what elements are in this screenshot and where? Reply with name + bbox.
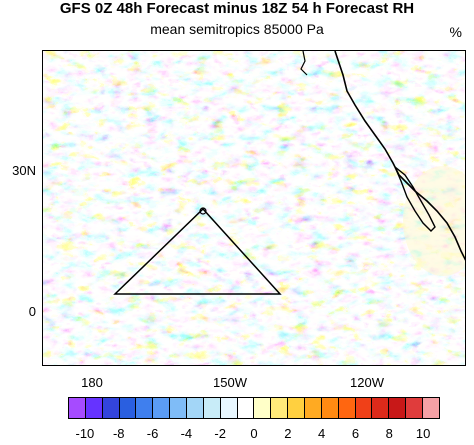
colorbar-box xyxy=(69,398,86,418)
colorbar-tick-label: 2 xyxy=(284,426,292,441)
colorbar-box xyxy=(102,398,120,418)
rh-difference-field xyxy=(43,51,465,365)
colorbar-tick-label: -4 xyxy=(180,426,193,441)
colorbar-box xyxy=(338,398,356,418)
colorbar-box xyxy=(220,398,238,418)
colorbar-box xyxy=(203,398,221,418)
colorbar-tick-label: -10 xyxy=(75,426,95,441)
units-label: % xyxy=(449,24,462,40)
colorbar-box xyxy=(153,398,171,418)
colorbar-tick-label: 8 xyxy=(385,426,393,441)
island xyxy=(199,207,207,215)
plot-subtitle: mean semitropics 85000 Pa xyxy=(150,21,324,37)
colorbar-labels: -10 -8 -6 -4 -2 0 2 4 6 8 10 xyxy=(0,427,474,443)
colorbar-tick-label: -8 xyxy=(112,426,125,441)
colorbar-tick-label: 4 xyxy=(318,426,326,441)
x-tick-label-150w: 150W xyxy=(213,375,247,390)
colorbar-box xyxy=(423,398,439,418)
colorbar-box xyxy=(187,398,204,418)
colorbar-tick-label: 0 xyxy=(250,426,258,441)
colorbar-box xyxy=(389,398,407,418)
colorbar-box xyxy=(288,398,306,418)
x-tick-label-120w: 120W xyxy=(350,375,384,390)
colorbar-box xyxy=(254,398,272,418)
colorbar-tick-label: 6 xyxy=(351,426,360,441)
colorbar-tick-label: -2 xyxy=(214,426,226,441)
colorbar-box xyxy=(372,398,390,418)
colorbar-box xyxy=(136,398,154,418)
y-tick-label-30n: 30N xyxy=(12,163,36,178)
colorbar-box xyxy=(406,398,424,418)
colorbar-box xyxy=(237,398,255,418)
colorbar-box xyxy=(85,398,103,418)
colorbar-tick-label: -6 xyxy=(146,426,159,441)
colorbar-box xyxy=(305,398,322,418)
region-triangle xyxy=(113,207,282,295)
colorbar-box xyxy=(170,398,188,418)
colorbar-box xyxy=(271,398,289,418)
coastline-north xyxy=(300,51,308,76)
y-tick-label-0: 0 xyxy=(28,304,36,319)
colorbar-box xyxy=(355,398,373,418)
map-panel xyxy=(42,50,466,366)
colorbar-tick-label: 10 xyxy=(415,426,431,441)
colorbar xyxy=(68,397,440,419)
plot-title: GFS 0Z 48h Forecast minus 18Z 54 h Forec… xyxy=(59,0,415,17)
colorbar-box xyxy=(119,398,137,418)
x-tick-label-180: 180 xyxy=(81,375,103,390)
rh-field-raster xyxy=(43,51,465,365)
baja-peninsula xyxy=(394,166,436,232)
colorbar-box xyxy=(321,398,339,418)
